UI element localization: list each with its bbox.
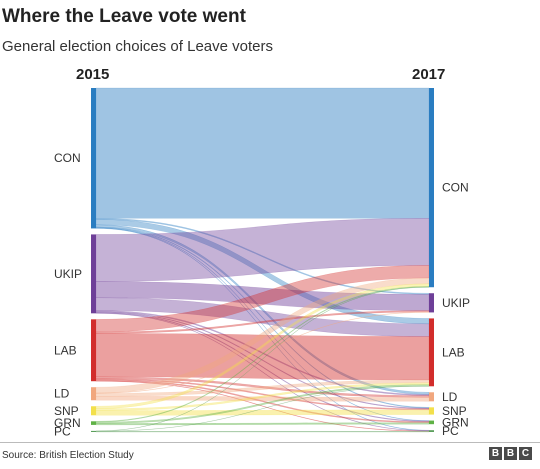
source-note: Source: British Election Study [2,450,134,461]
node-2015-pc [91,430,96,432]
node-2015-con [91,88,96,229]
flow-con-to-con [95,87,430,219]
label-2017-lab: LAB [442,345,465,359]
logo-letter: C [519,447,532,460]
label-2015-snp: SNP [54,404,79,418]
node-2015-lab [91,319,96,382]
node-2015-ukip [91,234,96,314]
node-2017-ukip [429,293,434,313]
flow-grn-to-grn [95,422,430,426]
label-2017-con: CON [442,181,469,195]
label-2015-ukip: UKIP [54,267,82,281]
label-2017-snp: SNP [442,404,467,418]
label-2017-grn: GRN [442,415,469,429]
bbc-logo: B B C [489,447,532,460]
flow-ld-to-ld [95,396,430,402]
label-2017-ld: LD [442,390,458,404]
footer-divider [0,442,540,443]
flow-pc-to-pc [95,431,430,433]
node-2017-ld [429,392,434,402]
label-2015-pc: PC [54,424,71,438]
flow-lab-to-lab [95,333,430,381]
node-2015-grn [91,421,96,425]
chart-subtitle: General election choices of Leave voters [2,38,273,55]
node-2017-pc [429,430,434,432]
flow-pc-to-con [95,286,430,432]
node-2017-grn [429,420,434,425]
label-2017-ukip: UKIP [442,296,470,310]
node-2015-ld [91,387,96,401]
label-2017-pc: PC [442,424,459,438]
label-2015-grn: GRN [54,416,81,430]
node-2015-snp [91,406,96,416]
year-label-2017: 2017 [412,66,446,83]
flow-links [95,87,430,433]
label-2015-lab: LAB [54,343,77,357]
label-2015-ld: LD [54,387,70,401]
flow-snp-to-snp [95,409,430,416]
node-2017-lab [429,318,434,387]
chart-title: Where the Leave vote went [2,6,246,27]
logo-letter: B [504,447,517,460]
logo-letter: B [489,447,502,460]
node-2017-con [429,88,434,288]
label-2015-con: CON [54,151,81,165]
year-label-2015: 2015 [76,66,110,83]
node-2017-snp [429,407,434,415]
